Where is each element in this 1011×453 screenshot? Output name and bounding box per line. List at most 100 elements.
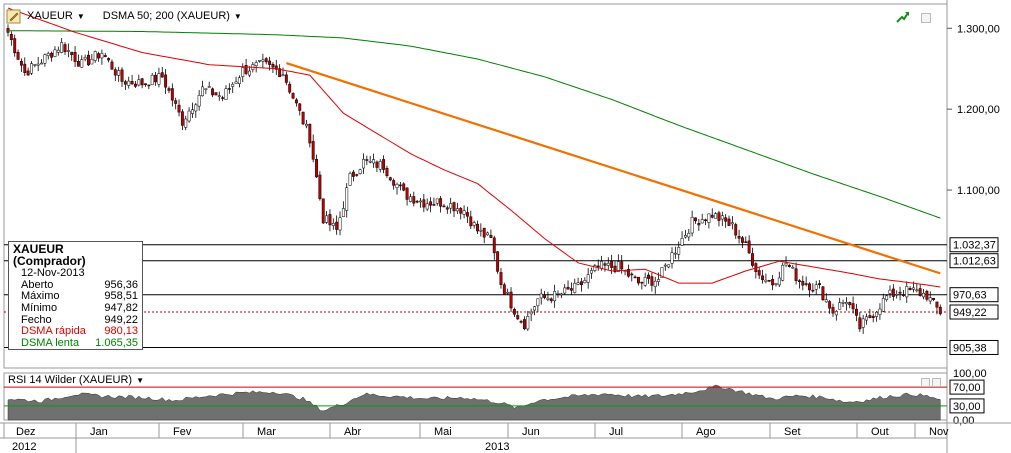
candle [593, 265, 597, 271]
y-tick-label: 1.100,00 [957, 185, 1000, 197]
candle [123, 81, 127, 85]
month-label: Jun [522, 426, 540, 438]
candle [834, 311, 838, 316]
month-label: Set [784, 426, 801, 438]
candle [177, 104, 181, 113]
rsi-dropdown[interactable]: RSI 14 Wilder (XAUEUR) ▼ [8, 374, 144, 386]
candle [861, 318, 865, 328]
candle [875, 311, 879, 317]
candle [640, 281, 644, 284]
month-label: Dez [16, 426, 36, 438]
rsi-minimize-icon[interactable] [921, 378, 930, 387]
level-label-box [949, 287, 999, 303]
candle [516, 315, 520, 320]
month-label: Out [871, 426, 889, 438]
infobox-row-value: 980,13 [104, 325, 138, 338]
candle [50, 52, 54, 58]
candle [294, 99, 298, 104]
trend-up-icon[interactable] [896, 10, 910, 24]
candle [435, 198, 439, 204]
candle [714, 213, 718, 219]
level-label: 1.032,37 [953, 240, 996, 252]
candle [787, 264, 791, 267]
candle [335, 221, 339, 230]
candle [590, 270, 593, 274]
candle [774, 283, 778, 285]
candle [248, 70, 251, 76]
candle [87, 54, 90, 66]
candle [241, 67, 245, 77]
candle [633, 276, 637, 279]
candle [740, 237, 744, 243]
candle [415, 200, 419, 203]
infobox-row: Fecho 949,22 [13, 313, 138, 327]
symbol-dropdown[interactable]: XAUEUR ▼ [27, 10, 85, 22]
candle [439, 198, 443, 207]
candle [603, 263, 607, 266]
candle [476, 223, 479, 232]
infobox-row-label: Fecho [21, 313, 52, 326]
candle [261, 59, 265, 62]
candle [345, 187, 349, 211]
candle [26, 70, 30, 76]
infobox-date-row: 12-Nov-2013 [13, 268, 138, 280]
candle [160, 72, 164, 78]
candle [730, 222, 734, 225]
maximize-icon[interactable] [921, 13, 931, 23]
candle [838, 302, 842, 310]
candle [523, 319, 526, 330]
candle [865, 316, 868, 321]
candle [452, 202, 456, 212]
candle [372, 159, 375, 164]
candle [46, 53, 50, 56]
candle [425, 203, 429, 210]
candle [569, 288, 573, 291]
candle [459, 208, 463, 214]
candle [30, 63, 33, 74]
candle [744, 241, 748, 244]
candle [271, 64, 275, 68]
candle [881, 298, 885, 312]
candle [221, 97, 225, 99]
candle [133, 83, 137, 87]
candle [130, 81, 134, 85]
candle [382, 159, 386, 170]
candle [687, 232, 691, 238]
candle [901, 294, 905, 296]
candle [677, 247, 681, 255]
candle [308, 123, 312, 144]
candle [53, 49, 57, 57]
candle [563, 287, 567, 294]
rsi-close-icon[interactable] [932, 378, 941, 387]
sma-slow-line [8, 30, 941, 219]
infobox-row-label: Máximo [21, 290, 60, 303]
candle [710, 214, 714, 218]
candle [747, 240, 751, 254]
candle [502, 284, 506, 295]
candle [539, 293, 543, 299]
candle [237, 77, 241, 84]
candle [814, 284, 818, 290]
candle [445, 207, 449, 210]
candle [90, 58, 94, 65]
candle [170, 88, 174, 101]
level-label: 949,22 [953, 307, 987, 319]
candle [891, 288, 895, 297]
candle [140, 78, 144, 86]
indicator-label: DSMA 50; 200 (XAUEUR) [102, 10, 230, 22]
candle [331, 222, 335, 226]
indicator-dropdown[interactable]: DSMA 50; 200 (XAUEUR) ▼ [103, 10, 242, 22]
candle [586, 274, 590, 283]
candle [767, 279, 771, 282]
dropdown-arrow-icon: ▼ [136, 376, 144, 385]
candle [583, 280, 587, 284]
candle [194, 104, 198, 112]
candle [338, 217, 342, 231]
pencil-icon[interactable] [6, 9, 21, 24]
infobox-row: Aberto 956,36 [13, 279, 138, 292]
candle [925, 290, 929, 300]
y-tick-label: 1.200,00 [957, 104, 1000, 116]
candle [546, 297, 550, 300]
